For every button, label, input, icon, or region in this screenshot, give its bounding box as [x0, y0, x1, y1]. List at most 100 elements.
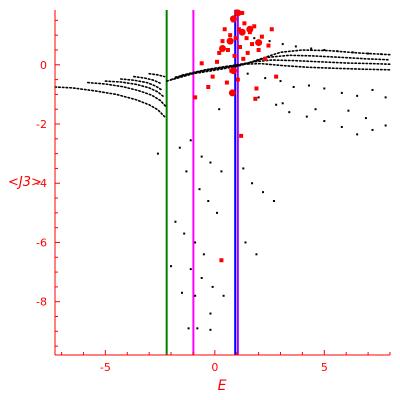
red-point-large: [229, 15, 237, 23]
red-point: [259, 34, 264, 39]
vertical-lines: [165, 10, 239, 355]
red-point-large: [234, 9, 242, 17]
red-point-large: [238, 28, 246, 36]
y-tick-label: -6: [36, 236, 47, 249]
red-point-large: [219, 44, 226, 52]
black-point: [246, 72, 249, 75]
black-point: [310, 47, 313, 50]
red-point: [239, 133, 244, 138]
red-point: [240, 10, 245, 15]
black-point: [367, 52, 370, 55]
red-point: [220, 39, 225, 44]
x-tick-label: -5: [100, 361, 111, 374]
series-curve-3: [119, 78, 164, 92]
black-point: [384, 124, 387, 127]
red-point: [222, 27, 227, 32]
black-point: [218, 108, 221, 111]
series-curve-9: [181, 62, 391, 76]
black-point: [275, 103, 278, 106]
black-point: [156, 152, 159, 155]
red-point: [215, 59, 220, 64]
red-point: [236, 27, 241, 32]
red-point: [235, 77, 240, 82]
black-point: [347, 109, 350, 112]
series-curve-1: [87, 81, 167, 107]
black-point: [200, 277, 203, 280]
black-point: [294, 45, 297, 48]
y-tick-label: -2: [36, 118, 47, 131]
black-point: [194, 241, 197, 244]
black-point: [216, 211, 219, 214]
black-point: [187, 327, 190, 330]
red-point: [242, 21, 247, 26]
black-point: [264, 77, 267, 80]
black-point: [305, 115, 308, 118]
black-point: [281, 102, 284, 105]
black-point: [202, 253, 205, 256]
red-point: [274, 74, 279, 79]
red-point-large: [226, 37, 234, 45]
red-point: [244, 36, 249, 41]
black-point: [356, 94, 359, 97]
red-point: [253, 96, 258, 101]
x-ticks: -5 0 5: [61, 350, 391, 374]
black-point: [364, 117, 367, 120]
y-tick-label: -8: [36, 296, 47, 309]
red-point: [269, 27, 274, 32]
red-point: [193, 95, 198, 100]
black-point: [198, 188, 201, 191]
red-point: [217, 50, 222, 55]
axes: [54, 10, 390, 356]
black-point: [288, 111, 291, 114]
series-curve-5: [148, 72, 166, 78]
black-point: [323, 48, 326, 51]
black-point: [209, 161, 212, 164]
black-points: [156, 32, 387, 331]
black-point: [351, 51, 354, 54]
red-point: [233, 36, 238, 41]
x-tick-label: 0: [211, 361, 218, 374]
black-point: [200, 155, 203, 158]
black-point: [207, 200, 210, 203]
black-point: [255, 253, 258, 256]
red-points: [193, 9, 279, 263]
black-point: [209, 328, 212, 331]
red-point: [245, 50, 250, 55]
red-point: [263, 56, 268, 61]
black-point: [371, 88, 374, 91]
series-curves: [54, 49, 391, 118]
red-point: [241, 56, 246, 61]
x-tick-label: 5: [321, 361, 328, 374]
black-point: [356, 133, 359, 136]
black-point: [242, 167, 245, 170]
red-point-large: [228, 89, 236, 97]
black-point: [170, 265, 173, 268]
black-point: [314, 108, 317, 111]
black-point: [185, 170, 188, 173]
black-point: [180, 291, 183, 294]
series-curve-4: [133, 75, 161, 84]
x-axis-label: E: [218, 378, 227, 394]
series-curve-2: [104, 80, 166, 99]
black-point: [222, 294, 225, 297]
red-point-large: [229, 67, 237, 75]
black-point: [194, 294, 197, 297]
black-point: [220, 170, 223, 173]
red-point: [199, 61, 204, 66]
black-point: [253, 37, 256, 40]
red-point: [256, 47, 261, 52]
red-point: [228, 33, 233, 38]
black-point: [336, 50, 339, 53]
black-point: [183, 232, 186, 235]
black-point: [281, 43, 284, 46]
red-point-large: [255, 39, 263, 47]
black-point: [189, 268, 192, 271]
y-tick-label: 0: [40, 59, 47, 72]
series-curve-0: [54, 86, 166, 118]
red-point: [224, 80, 229, 85]
black-point: [174, 220, 177, 223]
red-point: [254, 86, 259, 91]
red-point: [232, 53, 237, 58]
red-point: [206, 84, 211, 89]
